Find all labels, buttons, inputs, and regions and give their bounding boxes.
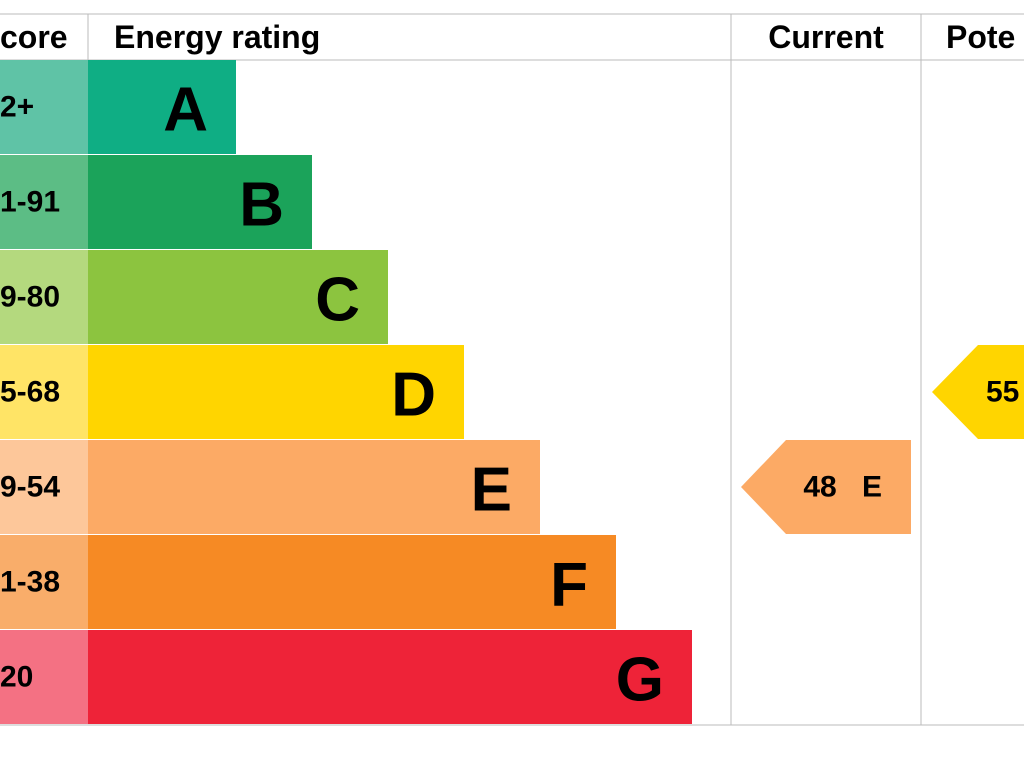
score-cell — [0, 155, 88, 249]
score-cell — [0, 440, 88, 534]
rating-header: Energy rating — [114, 19, 320, 55]
score-range: 9-54 — [0, 471, 60, 504]
score-cell — [0, 630, 88, 724]
potential-arrow — [932, 345, 1024, 439]
score-range: 2+ — [0, 91, 34, 124]
rating-letter: D — [391, 361, 436, 430]
potential-value: 55 — [986, 376, 1019, 409]
score-range: 1-91 — [0, 186, 60, 219]
rating-bar — [88, 155, 312, 249]
current-arrow — [741, 440, 911, 534]
rating-letter: B — [239, 171, 284, 240]
rating-bar — [88, 345, 464, 439]
current-value: 48 — [803, 471, 836, 504]
score-range: 5-68 — [0, 376, 60, 409]
score-range: 1-38 — [0, 566, 60, 599]
rating-letter: G — [616, 646, 664, 715]
rating-letter: C — [315, 266, 360, 335]
rating-bar — [88, 535, 616, 629]
current-header: Current — [768, 19, 884, 55]
bands: 2+ A 1-91 B 9-80 C 5-68 D 9-54 E 1-38 F 20 G — [0, 60, 692, 724]
rating-letter: F — [550, 551, 588, 620]
current-letter: E — [862, 471, 882, 504]
score-range: 9-80 — [0, 281, 60, 314]
rating-bar — [88, 60, 236, 154]
rating-bar — [88, 630, 692, 724]
score-cell — [0, 345, 88, 439]
rating-bar — [88, 250, 388, 344]
score-cell — [0, 250, 88, 344]
rating-bar — [88, 440, 540, 534]
score-cell — [0, 535, 88, 629]
score-header: core — [0, 19, 68, 55]
rating-letter: E — [471, 456, 512, 525]
score-cell — [0, 60, 88, 154]
score-range: 20 — [0, 661, 33, 694]
rating-letter: A — [163, 76, 208, 145]
potential-header: Pote — [946, 19, 1015, 55]
